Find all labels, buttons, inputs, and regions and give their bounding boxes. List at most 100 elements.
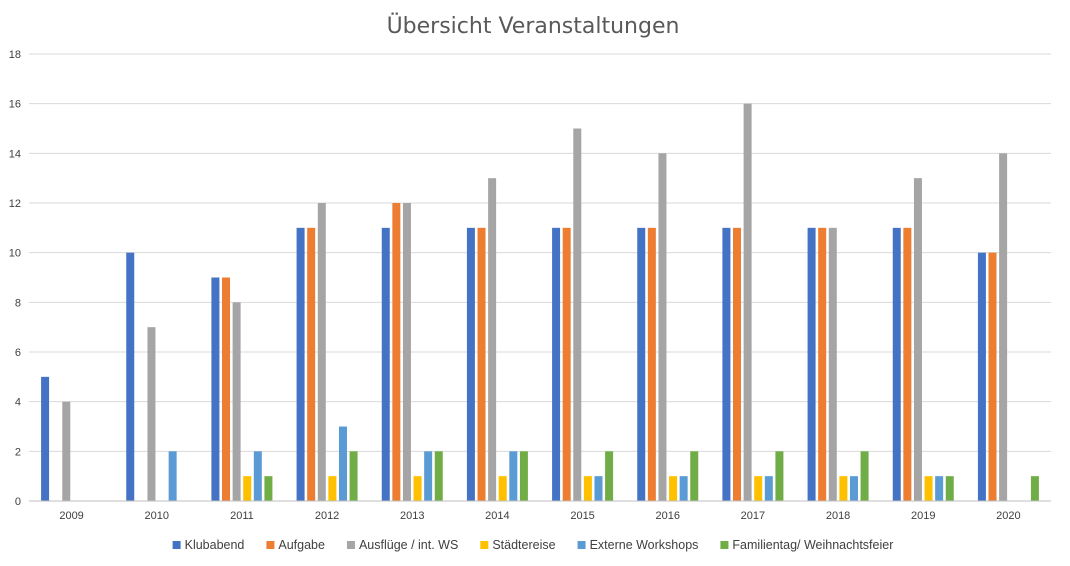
x-tick-label: 2016 <box>656 510 680 522</box>
legend: Klubabend Aufgabe Ausflüge / int. WS Städte… <box>172 538 893 552</box>
bar <box>126 252 135 501</box>
legend-label: Aufgabe <box>278 538 325 552</box>
bar <box>41 376 50 501</box>
bar <box>679 476 688 501</box>
bar <box>658 153 667 502</box>
bar <box>743 103 752 502</box>
y-tick-label: 2 <box>15 446 21 458</box>
bar <box>466 227 475 502</box>
bar <box>434 451 443 501</box>
x-tick-label: 2017 <box>741 510 765 522</box>
y-tick-label: 6 <box>15 347 21 359</box>
bar <box>477 227 486 502</box>
bar <box>392 203 401 501</box>
legend-swatch <box>577 541 586 549</box>
bar <box>605 451 614 501</box>
x-tick-label: 2013 <box>400 510 424 522</box>
bar <box>381 227 390 502</box>
bar <box>849 476 858 501</box>
legend-label: Ausflüge / int. WS <box>359 538 458 552</box>
bar <box>222 277 231 501</box>
y-axis-ticks: 0 2 4 6 8 10 12 14 16 18 <box>9 49 21 508</box>
legend-swatch <box>480 541 489 549</box>
bar <box>807 227 816 502</box>
bar <box>647 227 656 502</box>
bar <box>424 451 433 501</box>
legend-label: Externe Workshops <box>590 538 699 552</box>
legend-swatch <box>266 541 275 549</box>
bar <box>999 153 1008 502</box>
y-tick-label: 8 <box>15 297 21 309</box>
x-tick-label: 2018 <box>826 510 850 522</box>
bar <box>583 476 592 501</box>
legend-swatch <box>346 541 355 549</box>
y-tick-label: 14 <box>9 148 21 160</box>
y-tick-label: 18 <box>9 49 21 61</box>
bar <box>977 252 986 501</box>
bar <box>828 227 837 502</box>
x-tick-label: 2019 <box>911 510 935 522</box>
bar <box>317 203 326 501</box>
bar <box>328 476 337 501</box>
legend-label: Familientag/ Weihnachtsfeier <box>732 538 893 552</box>
bar <box>733 227 742 502</box>
bar <box>690 451 699 501</box>
bar <box>669 476 678 501</box>
bar <box>211 277 220 501</box>
bar <box>892 227 901 502</box>
bar <box>488 178 497 501</box>
bar <box>903 227 912 502</box>
legend-item: Familientag/ Weihnachtsfeier <box>720 538 893 552</box>
legend-swatch <box>720 541 729 549</box>
legend-label: Städtereise <box>492 538 555 552</box>
legend-item: Externe Workshops <box>577 538 699 552</box>
x-axis-ticks: 2009 2010 2011 2012 2013 2014 2015 2016 2017 2018… <box>59 510 1020 522</box>
x-tick-label: 2015 <box>570 510 594 522</box>
bar <box>62 401 71 501</box>
bar <box>253 451 262 501</box>
legend-item: Aufgabe <box>266 538 325 552</box>
x-tick-label: 2020 <box>996 510 1020 522</box>
bar <box>552 227 561 502</box>
bar <box>818 227 827 502</box>
bar <box>945 476 954 501</box>
y-tick-label: 12 <box>9 198 21 210</box>
bar <box>349 451 358 501</box>
bar <box>519 451 528 501</box>
bar <box>594 476 603 501</box>
bar <box>402 203 411 501</box>
bar <box>498 476 507 501</box>
chart-title: Übersicht Veranstaltungen <box>387 13 680 39</box>
x-tick-label: 2009 <box>59 510 83 522</box>
x-tick-label: 2010 <box>145 510 169 522</box>
legend-item: Ausflüge / int. WS <box>346 538 458 552</box>
bar <box>147 327 156 501</box>
bar <box>413 476 422 501</box>
bar <box>935 476 944 501</box>
bar <box>722 227 731 502</box>
legend-item: Städtereise <box>480 538 556 552</box>
bar <box>988 252 997 501</box>
x-tick-label: 2011 <box>230 510 254 522</box>
bar <box>243 476 252 501</box>
bar <box>637 227 646 502</box>
bar <box>296 227 305 502</box>
bar <box>573 128 582 501</box>
bar <box>1030 476 1039 501</box>
y-tick-label: 4 <box>15 397 21 409</box>
gridlines <box>29 53 1051 452</box>
bar <box>839 476 848 501</box>
bar <box>338 426 347 501</box>
bar <box>924 476 933 501</box>
bar <box>860 451 869 501</box>
x-tick-label: 2012 <box>315 510 339 522</box>
x-tick-label: 2014 <box>485 510 509 522</box>
bar <box>754 476 763 501</box>
bar <box>775 451 784 501</box>
y-tick-label: 0 <box>15 496 21 508</box>
legend-item: Klubabend <box>172 538 244 552</box>
bar <box>168 451 177 501</box>
legend-swatch <box>172 541 181 549</box>
